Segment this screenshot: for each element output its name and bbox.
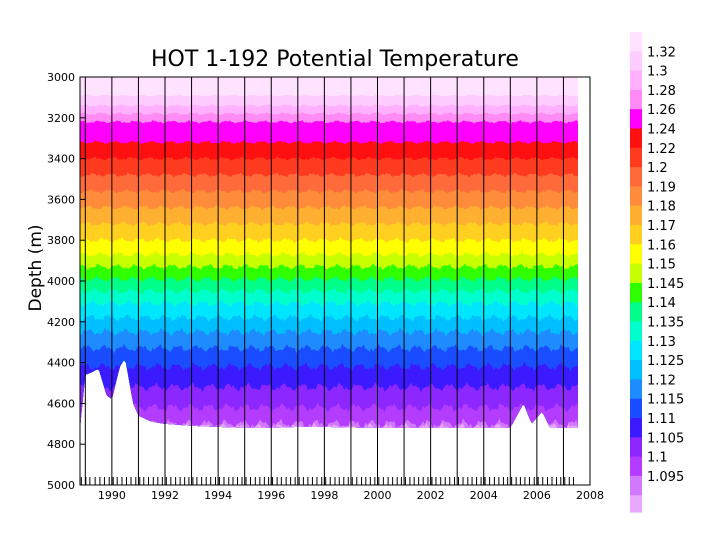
y-axis-label: Depth (m): [26, 224, 46, 311]
colorbar-swatch: [630, 167, 642, 187]
colorbar-swatch: [630, 398, 642, 419]
colorbar-swatch: [630, 186, 642, 207]
colorbar-label: 1.18: [647, 200, 676, 215]
y-tick-label: 4600: [47, 397, 75, 410]
colorbar-label: 1.135: [647, 316, 684, 331]
y-tick-label: 4800: [47, 438, 75, 451]
colorbar-label: 1.15: [647, 258, 676, 273]
colorbar-swatch: [630, 263, 642, 284]
colorbar-label: 1.28: [647, 84, 676, 99]
y-tick-label: 3800: [47, 234, 75, 247]
colorbar-label: 1.3: [647, 65, 668, 80]
colorbar-swatch-bottom: [630, 495, 642, 513]
x-tick-label: 1992: [151, 489, 179, 502]
colorbar-swatch: [630, 437, 642, 458]
colorbar-swatch: [630, 147, 642, 168]
colorbar-swatch: [630, 282, 642, 303]
colorbar: 1.32 1.3 1.28 1.26 1.24 1.22 1.2 1.19 1.18 1.17 1.…: [630, 32, 684, 513]
colorbar-swatch: [630, 302, 642, 322]
colorbar-label: 1.32: [647, 45, 676, 60]
colorbar-swatch: [630, 321, 642, 342]
chart-title: HOT 1-192 Potential Temperature: [151, 47, 519, 72]
colorbar-label: 1.145: [647, 277, 684, 292]
colorbar-label: 1.13: [647, 335, 676, 350]
colorbar-label: 1.16: [647, 238, 676, 253]
colorbar-swatch: [630, 109, 642, 129]
colorbar-label: 1.14: [647, 296, 676, 311]
colorbar-label: 1.22: [647, 142, 676, 157]
colorbar-label: 1.12: [647, 373, 676, 388]
colorbar-swatch: [630, 70, 642, 91]
colorbar-swatch: [630, 379, 642, 400]
colorbar-label: 1.19: [647, 180, 676, 195]
x-tick-label: 1994: [204, 489, 232, 502]
colorbar-swatch: [630, 456, 642, 477]
y-tick-label: 4200: [47, 316, 75, 329]
axes: 3000 3200 3400 3600 3800 4000 4200 4400 4600 4800…: [47, 71, 604, 502]
colorbar-swatch: [630, 244, 642, 265]
y-tick-label: 3200: [47, 112, 75, 125]
contour-band: [80, 360, 578, 428]
x-tick-label: 2000: [364, 489, 392, 502]
x-tick-label: 1998: [310, 489, 338, 502]
colorbar-label: 1.11: [647, 412, 676, 427]
colorbar-label: 1.095: [647, 470, 684, 485]
colorbar-label: 1.125: [647, 354, 684, 369]
profile-lines: [84, 77, 564, 485]
y-tick-label: 4400: [47, 357, 75, 370]
colorbar-swatch: [630, 51, 642, 72]
x-tick-label: 2002: [417, 489, 445, 502]
x-tick-label: 1990: [98, 489, 126, 502]
colorbar-label: 1.24: [647, 123, 676, 138]
x-tick-label: 2004: [470, 489, 498, 502]
colorbar-label: 1.115: [647, 393, 684, 408]
colorbar-label: 1.26: [647, 103, 676, 118]
colorbar-label: 1.105: [647, 431, 684, 446]
x-tick-label: 2006: [523, 489, 551, 502]
colorbar-label: 1.1: [647, 451, 668, 466]
colorbar-swatch: [630, 418, 642, 438]
x-tick-label: 2008: [576, 489, 604, 502]
colorbar-swatch: [630, 128, 642, 149]
colorbar-label: 1.17: [647, 219, 676, 234]
colorbar-swatch: [630, 475, 642, 496]
x-tick-label: 1996: [257, 489, 285, 502]
colorbar-swatch: [630, 205, 642, 226]
plot-area: [80, 77, 579, 428]
colorbar-swatch: [630, 89, 642, 110]
y-tick-label: 4000: [47, 275, 75, 288]
colorbar-swatch: [630, 360, 642, 380]
y-tick-label: 3000: [47, 71, 75, 84]
colorbar-swatch: [630, 340, 642, 361]
colorbar-swatch-top: [630, 32, 642, 56]
y-tick-label: 5000: [47, 479, 75, 492]
y-tick-label: 3600: [47, 193, 75, 206]
colorbar-label: 1.2: [647, 161, 668, 176]
y-tick-label: 3400: [47, 153, 75, 166]
top-contour-band: [80, 77, 579, 97]
colorbar-swatch: [630, 225, 642, 245]
